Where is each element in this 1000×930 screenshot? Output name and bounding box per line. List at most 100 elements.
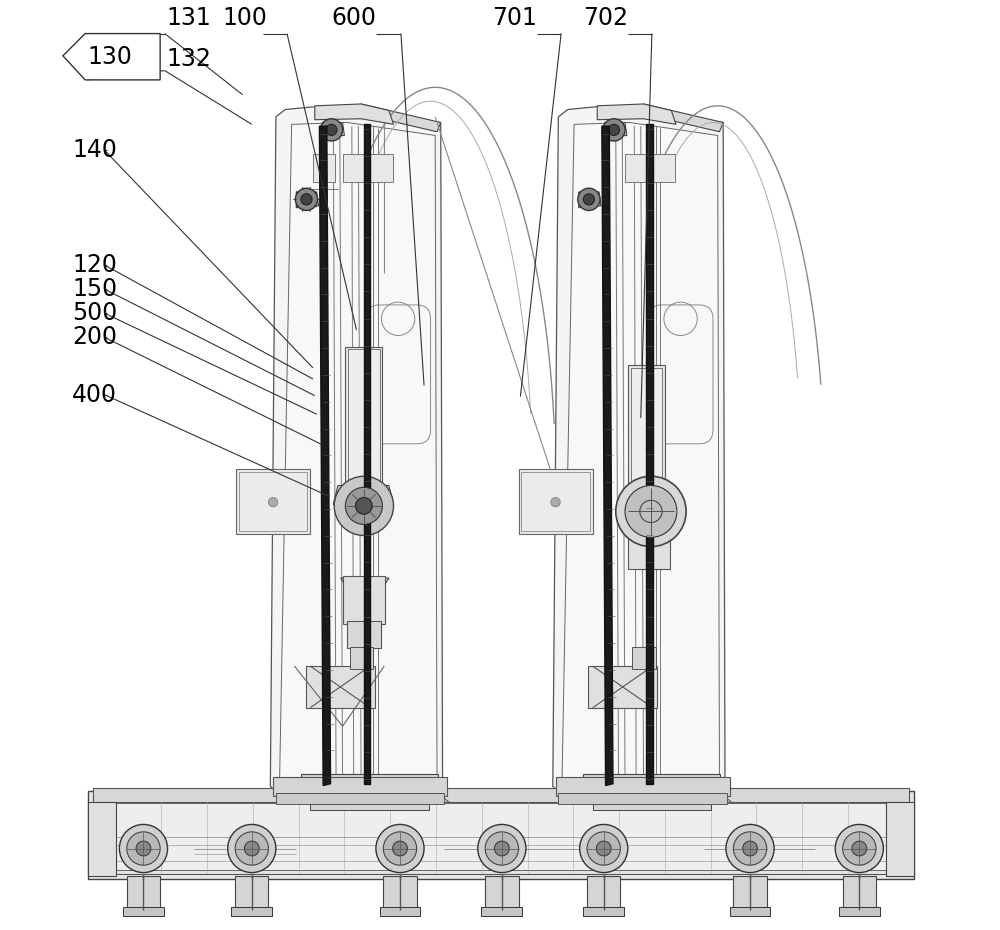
- Bar: [481, 907, 522, 916]
- Polygon shape: [640, 104, 723, 132]
- Bar: [733, 876, 767, 911]
- Bar: [301, 775, 438, 793]
- Polygon shape: [270, 106, 443, 793]
- Bar: [231, 907, 272, 916]
- Bar: [306, 666, 375, 708]
- Circle shape: [136, 841, 151, 856]
- Bar: [843, 876, 876, 911]
- Bar: [100, 804, 902, 870]
- Circle shape: [494, 841, 509, 856]
- Polygon shape: [292, 793, 449, 803]
- Polygon shape: [280, 123, 437, 784]
- Circle shape: [376, 824, 424, 872]
- Text: 500: 500: [72, 301, 117, 325]
- Circle shape: [578, 188, 600, 210]
- Bar: [485, 876, 519, 911]
- Circle shape: [244, 841, 259, 856]
- Text: 132: 132: [167, 46, 211, 71]
- Polygon shape: [574, 793, 732, 803]
- Bar: [593, 790, 711, 810]
- Bar: [88, 791, 914, 879]
- Polygon shape: [553, 106, 725, 793]
- Polygon shape: [605, 123, 627, 138]
- Bar: [235, 876, 268, 911]
- Circle shape: [726, 824, 774, 872]
- Polygon shape: [357, 104, 441, 132]
- Text: 150: 150: [72, 277, 117, 301]
- Bar: [88, 803, 116, 876]
- Text: 100: 100: [222, 6, 267, 30]
- Bar: [631, 368, 662, 483]
- Circle shape: [625, 485, 677, 538]
- Polygon shape: [602, 126, 613, 786]
- Circle shape: [733, 831, 767, 865]
- Circle shape: [596, 841, 611, 856]
- Polygon shape: [364, 125, 370, 784]
- Circle shape: [268, 498, 278, 507]
- Polygon shape: [322, 123, 344, 138]
- Polygon shape: [333, 485, 394, 525]
- Bar: [625, 154, 675, 181]
- Circle shape: [345, 487, 382, 525]
- Text: 131: 131: [167, 6, 211, 30]
- Circle shape: [326, 125, 337, 136]
- Polygon shape: [341, 578, 389, 617]
- Bar: [380, 907, 420, 916]
- Circle shape: [485, 831, 519, 865]
- Circle shape: [608, 125, 619, 136]
- Circle shape: [551, 498, 560, 507]
- Circle shape: [603, 119, 625, 141]
- Circle shape: [835, 824, 883, 872]
- Polygon shape: [597, 104, 676, 125]
- Bar: [347, 620, 381, 648]
- Circle shape: [119, 824, 168, 872]
- Circle shape: [852, 841, 867, 856]
- Text: 600: 600: [331, 6, 376, 30]
- Circle shape: [356, 498, 372, 514]
- Circle shape: [301, 193, 312, 205]
- Text: 701: 701: [493, 6, 537, 30]
- Polygon shape: [579, 192, 601, 207]
- Text: 130: 130: [88, 45, 133, 69]
- Bar: [127, 876, 160, 911]
- Bar: [587, 876, 620, 911]
- Circle shape: [334, 476, 394, 536]
- Polygon shape: [315, 104, 394, 125]
- Text: 400: 400: [72, 383, 117, 406]
- Bar: [383, 876, 417, 911]
- Bar: [583, 775, 720, 793]
- Text: 702: 702: [583, 6, 628, 30]
- Polygon shape: [319, 126, 331, 786]
- Circle shape: [843, 831, 876, 865]
- Circle shape: [587, 831, 620, 865]
- Bar: [313, 154, 335, 181]
- Circle shape: [383, 831, 417, 865]
- Circle shape: [478, 824, 526, 872]
- Bar: [558, 793, 727, 804]
- Bar: [123, 907, 164, 916]
- Circle shape: [127, 831, 160, 865]
- Bar: [583, 907, 624, 916]
- Circle shape: [580, 824, 628, 872]
- Circle shape: [583, 193, 594, 205]
- Bar: [628, 365, 665, 485]
- Bar: [730, 907, 770, 916]
- Polygon shape: [562, 123, 719, 784]
- Polygon shape: [296, 192, 318, 207]
- Text: 200: 200: [72, 326, 117, 350]
- Circle shape: [616, 476, 686, 547]
- Polygon shape: [63, 33, 160, 80]
- Circle shape: [743, 841, 757, 856]
- Bar: [348, 350, 380, 483]
- Bar: [519, 469, 593, 534]
- Bar: [556, 777, 730, 796]
- Bar: [839, 907, 880, 916]
- Bar: [343, 577, 385, 624]
- Bar: [343, 154, 393, 181]
- Bar: [632, 646, 656, 669]
- Polygon shape: [646, 125, 653, 784]
- Bar: [93, 789, 909, 803]
- Bar: [628, 532, 670, 569]
- Bar: [588, 666, 657, 708]
- Bar: [350, 646, 373, 669]
